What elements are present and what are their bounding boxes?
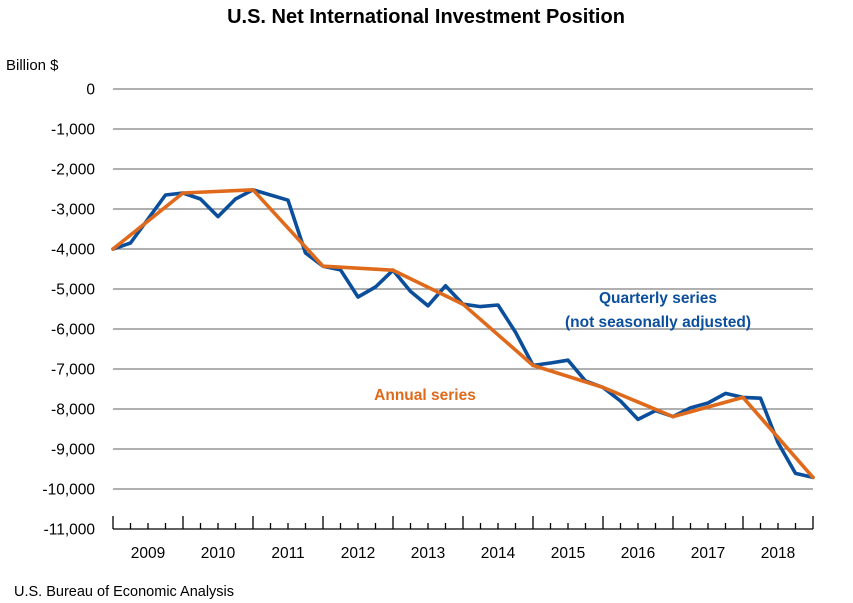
annotation-annual: Annual series bbox=[374, 387, 476, 404]
source-note: U.S. Bureau of Economic Analysis bbox=[14, 584, 234, 600]
x-tick-label: 2012 bbox=[341, 545, 375, 562]
y-axis-tick-labels: 0 -1,000 -2,000 -3,000 -4,000 -5,000 -6,000 -7,… bbox=[42, 82, 95, 539]
y-tick-label: -8,000 bbox=[51, 402, 95, 419]
y-tick-label: -7,000 bbox=[51, 362, 95, 379]
y-tick-label: -1,000 bbox=[51, 122, 95, 139]
x-tick-label: 2011 bbox=[271, 545, 304, 562]
chart-title: U.S. Net International Investment Positi… bbox=[227, 6, 625, 28]
y-tick-label: -4,000 bbox=[51, 242, 95, 259]
x-tick-label: 2010 bbox=[201, 545, 236, 562]
annual-series-line bbox=[111, 188, 815, 480]
x-tick-label: 2015 bbox=[551, 545, 585, 562]
x-axis bbox=[112, 516, 814, 530]
x-tick-label: 2013 bbox=[411, 545, 445, 562]
quarterly-series-line bbox=[111, 188, 815, 480]
annotation-quarterly-line2: (not seasonally adjusted) bbox=[565, 314, 751, 331]
x-tick-label: 2009 bbox=[131, 545, 165, 562]
x-axis-tick-labels: 2009 2010 2011 2012 2013 2014 2015 2016 2017 2018 bbox=[131, 545, 795, 562]
y-axis-unit-label: Billion $ bbox=[6, 57, 59, 74]
y-tick-label: -10,000 bbox=[42, 482, 95, 499]
y-tick-label: 0 bbox=[86, 82, 95, 99]
y-tick-label: -11,000 bbox=[44, 522, 96, 539]
gridlines bbox=[113, 88, 813, 490]
y-tick-label: -3,000 bbox=[51, 202, 95, 219]
y-tick-label: -5,000 bbox=[51, 282, 95, 299]
x-tick-label: 2016 bbox=[621, 545, 655, 562]
y-tick-label: -9,000 bbox=[51, 442, 95, 459]
x-tick-label: 2018 bbox=[761, 545, 795, 562]
series-lines bbox=[111, 188, 815, 480]
y-tick-label: -6,000 bbox=[51, 322, 95, 339]
x-tick-label: 2017 bbox=[691, 545, 725, 562]
annotation-quarterly-line1: Quarterly series bbox=[599, 290, 717, 307]
x-tick-label: 2014 bbox=[481, 545, 516, 562]
y-tick-label: -2,000 bbox=[51, 162, 95, 179]
